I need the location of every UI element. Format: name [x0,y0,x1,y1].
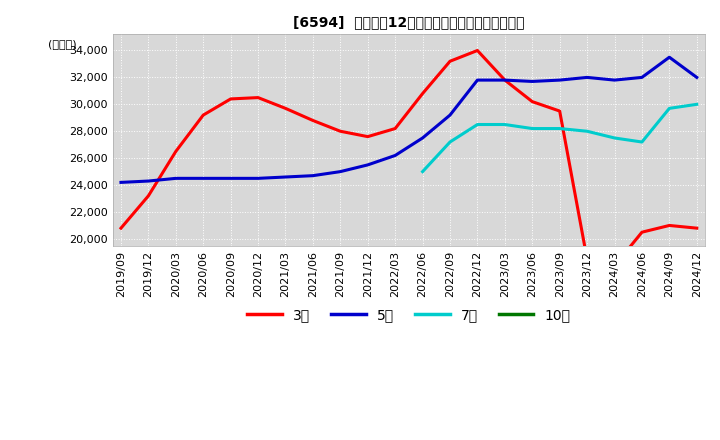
Legend: 3年, 5年, 7年, 10年: 3年, 5年, 7年, 10年 [242,302,576,327]
Title: [6594]  経常利益12か月移動合計の標準偏差の推移: [6594] 経常利益12か月移動合計の標準偏差の推移 [293,15,525,29]
Text: (百万円): (百万円) [48,39,77,48]
